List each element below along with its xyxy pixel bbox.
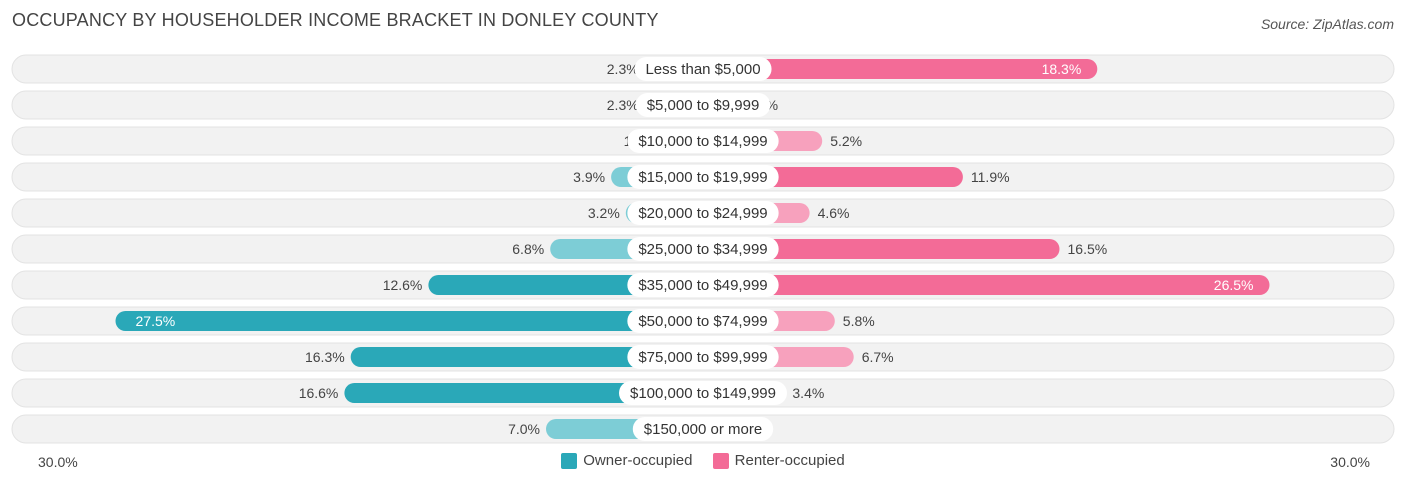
category-label: $150,000 or more xyxy=(644,421,762,438)
category-pill xyxy=(627,201,779,225)
category-pill xyxy=(632,417,774,441)
legend-item-renter[interactable]: Renter-occupied xyxy=(712,452,845,469)
legend-swatch-owner xyxy=(561,452,578,469)
legend-label-owner: Owner-occupied xyxy=(583,452,693,469)
renter-value-label: 6.7% xyxy=(862,349,894,365)
owner-bar xyxy=(344,383,703,403)
category-label: $35,000 to $49,999 xyxy=(638,277,767,294)
owner-value-label: 6.8% xyxy=(512,241,544,257)
renter-value-label: 4.6% xyxy=(818,205,850,221)
category-pill xyxy=(627,129,779,153)
category-pill xyxy=(619,381,787,405)
legend-swatch-renter xyxy=(712,452,729,469)
bar-chart: 2.3%18.3%Less than $5,0002.3%1.2%$5,000 … xyxy=(11,54,1395,444)
category-pill xyxy=(627,309,779,333)
renter-bar xyxy=(703,239,1060,259)
category-pill xyxy=(627,237,779,261)
owner-bar xyxy=(350,347,703,367)
legend: Owner-occupied Renter-occupied xyxy=(0,452,1406,473)
category-label: Less than $5,000 xyxy=(645,61,760,78)
category-pill xyxy=(627,165,779,189)
owner-value-label: 12.6% xyxy=(383,277,423,293)
category-label: $10,000 to $14,999 xyxy=(638,133,767,150)
owner-bar xyxy=(115,311,703,331)
source-label: Source: ZipAtlas.com xyxy=(1260,16,1394,32)
axis-label-right: 30.0% xyxy=(1330,454,1370,470)
owner-value-label: 2.3% xyxy=(607,97,639,113)
owner-value-label: 7.0% xyxy=(508,421,540,437)
owner-value-label: 16.6% xyxy=(299,385,339,401)
chart-title: OCCUPANCY BY HOUSEHOLDER INCOME BRACKET … xyxy=(12,10,659,30)
category-label: $20,000 to $24,999 xyxy=(638,205,767,222)
owner-value-label: 16.3% xyxy=(305,349,345,365)
renter-value-label: 18.3% xyxy=(1042,61,1082,77)
renter-value-label: 16.5% xyxy=(1068,241,1108,257)
renter-value-label: 11.9% xyxy=(971,169,1010,185)
category-pill xyxy=(635,93,771,117)
owner-value-label: 2.3% xyxy=(607,61,639,77)
owner-value-label: 27.5% xyxy=(136,313,176,329)
category-label: $25,000 to $34,999 xyxy=(638,241,767,258)
category-label: $75,000 to $99,999 xyxy=(638,349,767,366)
renter-value-label: 26.5% xyxy=(1214,277,1254,293)
category-label: $5,000 to $9,999 xyxy=(647,97,760,114)
legend-item-owner[interactable]: Owner-occupied xyxy=(561,452,692,469)
renter-value-label: 5.2% xyxy=(830,133,862,149)
renter-value-label: 3.4% xyxy=(792,385,824,401)
category-pill xyxy=(634,57,772,81)
category-pill xyxy=(627,345,779,369)
category-label: $15,000 to $19,999 xyxy=(638,169,767,186)
category-label: $100,000 to $149,999 xyxy=(630,385,776,402)
owner-value-label: 3.2% xyxy=(588,205,620,221)
renter-bar xyxy=(703,275,1270,295)
renter-value-label: 5.8% xyxy=(843,313,875,329)
axis-label-left: 30.0% xyxy=(38,454,78,470)
legend-label-renter: Renter-occupied xyxy=(734,452,845,469)
renter-bar xyxy=(703,59,1098,79)
category-label: $50,000 to $74,999 xyxy=(638,313,767,330)
owner-value-label: 3.9% xyxy=(573,169,605,185)
category-pill xyxy=(627,273,779,297)
